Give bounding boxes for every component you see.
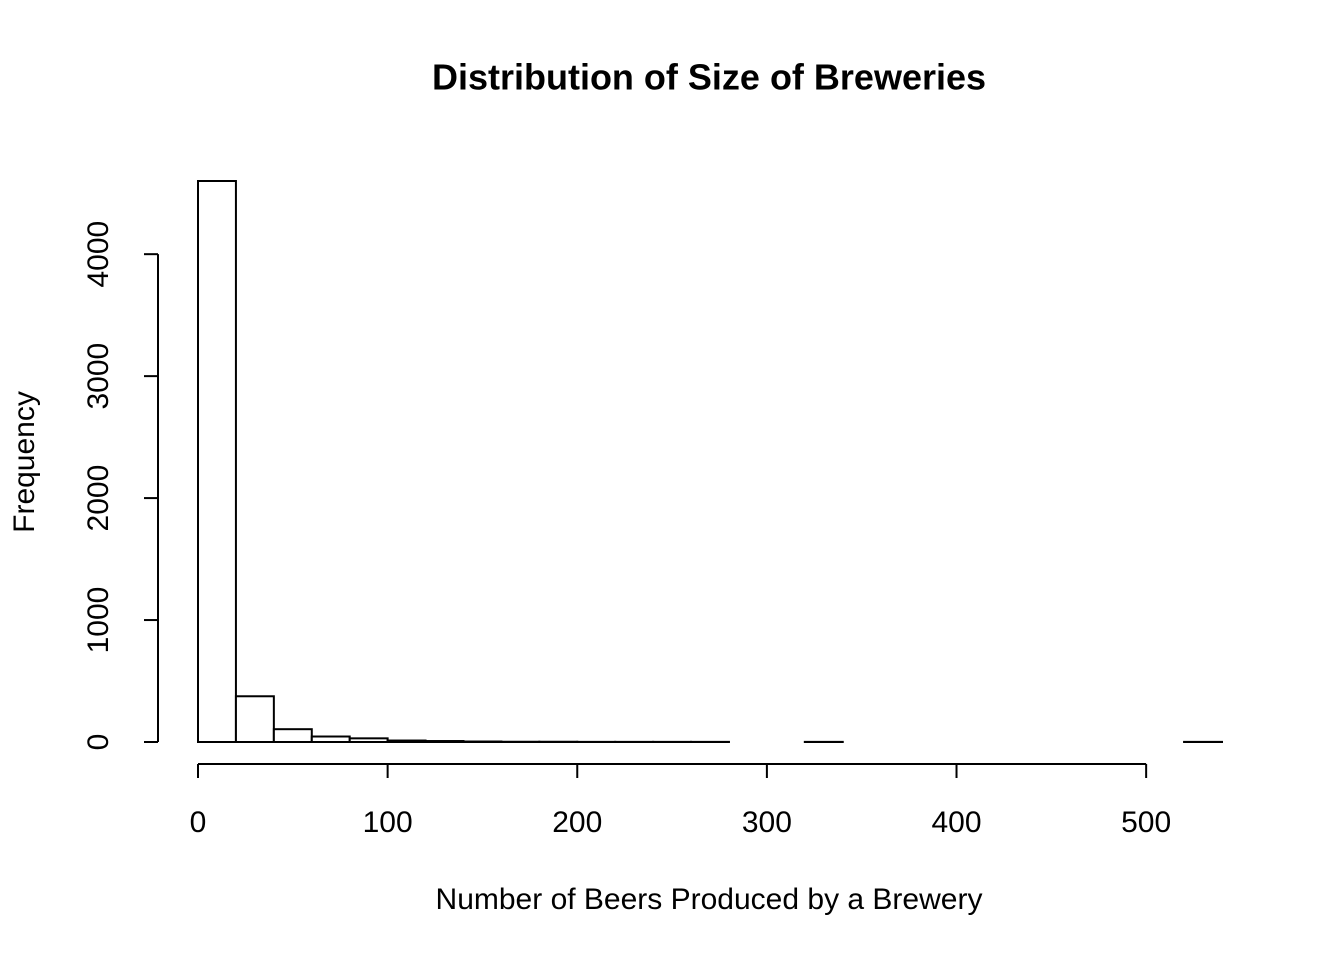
x-tick-label: 200 bbox=[552, 806, 602, 839]
x-tick-label: 400 bbox=[931, 806, 981, 839]
y-tick-label: 4000 bbox=[82, 221, 115, 288]
chart-title: Distribution of Size of Breweries bbox=[432, 57, 986, 98]
bar bbox=[310, 735, 351, 744]
x-tick-label: 300 bbox=[742, 806, 792, 839]
bar bbox=[348, 737, 389, 744]
x-tick-label: 500 bbox=[1121, 806, 1171, 839]
bar bbox=[234, 695, 275, 743]
y-tick-label: 2000 bbox=[82, 465, 115, 532]
bar bbox=[197, 180, 237, 743]
y-tick-label: 0 bbox=[82, 734, 115, 751]
x-tick-label: 100 bbox=[363, 806, 413, 839]
y-tick-label: 1000 bbox=[82, 587, 115, 654]
x-tick-label: 0 bbox=[190, 806, 207, 839]
bar bbox=[424, 740, 465, 744]
y-axis-label: Frequency bbox=[8, 391, 41, 533]
y-tick-label: 3000 bbox=[82, 343, 115, 410]
bar bbox=[272, 728, 313, 744]
bar bbox=[386, 739, 427, 743]
x-axis-label: Number of Beers Produced by a Brewery bbox=[436, 883, 983, 916]
